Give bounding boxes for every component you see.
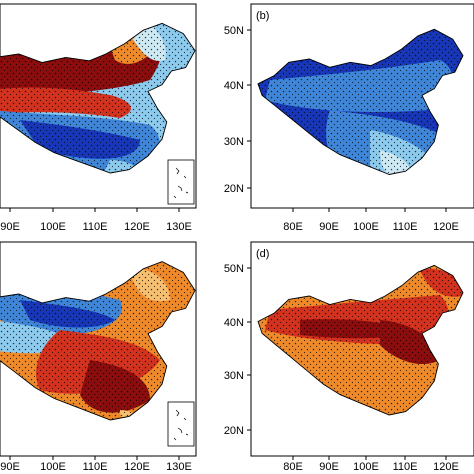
- panel-a: [0, 3, 197, 209]
- y-tick-label: 30N: [224, 136, 244, 148]
- y-tick-label: 50N: [224, 263, 244, 275]
- y-tick-label: 40N: [224, 80, 244, 92]
- y-tick-label: 30N: [224, 370, 244, 382]
- y-tick-label: 40N: [224, 317, 244, 329]
- x-tick-label: 110E: [83, 461, 108, 473]
- panel-b-label: (b): [256, 10, 269, 22]
- y-tick-label: 20N: [224, 425, 244, 437]
- panel-c: [0, 241, 197, 457]
- x-tick-label: 110E: [393, 461, 418, 473]
- panel-d-outline: [257, 264, 464, 416]
- x-tick-label: 100E: [353, 221, 379, 233]
- x-tick-label: 100E: [40, 221, 66, 233]
- x-tick-label: 110E: [83, 221, 108, 233]
- x-tick-label: 90E: [319, 461, 339, 473]
- panel-d: (d): [250, 241, 474, 457]
- x-tick-label: 130E: [166, 461, 192, 473]
- x-tick-label: 90E: [0, 221, 20, 233]
- x-tick-label: 80E: [283, 461, 303, 473]
- panel-a-outline: [0, 22, 196, 174]
- x-tick-label: 130E: [166, 221, 192, 233]
- y-tick-label: 20N: [224, 183, 244, 195]
- panel-b-outline: [257, 28, 464, 175]
- panel-c-inset: [167, 401, 195, 447]
- x-tick-label: 80E: [283, 221, 303, 233]
- x-tick-label: 120E: [124, 221, 150, 233]
- x-tick-label: 90E: [0, 461, 20, 473]
- x-tick-label: 110E: [393, 221, 418, 233]
- panel-a-inset: [167, 159, 195, 205]
- x-tick-label: 100E: [40, 461, 66, 473]
- panel-c-outline: [0, 261, 196, 421]
- x-tick-label: 120E: [433, 461, 459, 473]
- panel-d-label: (d): [256, 248, 269, 260]
- tick-labels: 90E 100E 110E 120E 130E 80E 90E 100E 110E 120E 50N…: [0, 25, 459, 473]
- x-tick-label: 120E: [124, 461, 150, 473]
- x-tick-label: 120E: [433, 221, 459, 233]
- y-tick-label: 50N: [224, 25, 244, 37]
- x-tick-label: 100E: [353, 461, 379, 473]
- x-tick-label: 90E: [319, 221, 339, 233]
- panel-b: (b): [250, 3, 474, 209]
